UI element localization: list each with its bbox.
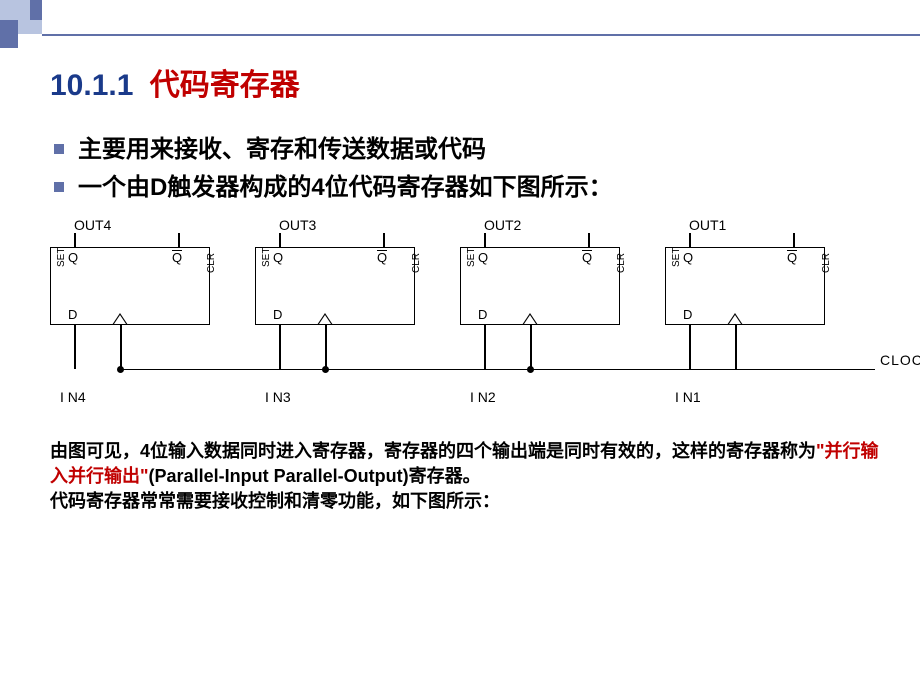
pin [120, 325, 122, 369]
d-label: D [478, 307, 487, 322]
qbar-label: Q [377, 250, 387, 265]
pin [383, 233, 385, 247]
pin [279, 233, 281, 247]
wire-node [117, 366, 124, 373]
top-divider [42, 34, 920, 36]
clr-label: CLR [821, 253, 832, 273]
set-label: SET [466, 247, 477, 266]
clock-input-icon [522, 313, 538, 325]
in-label: I N3 [265, 389, 291, 405]
q-label: Q [478, 250, 488, 265]
wire-node [527, 366, 534, 373]
clr-label: CLR [616, 253, 627, 273]
pin [74, 233, 76, 247]
pin [484, 233, 486, 247]
out-label: OUT2 [484, 217, 521, 233]
bullet-item: 一个由D触发器构成的4位代码寄存器如下图所示： [54, 172, 880, 204]
d-label: D [683, 307, 692, 322]
out-label: OUT4 [74, 217, 111, 233]
clr-label: CLR [411, 253, 422, 273]
wire-node [322, 366, 329, 373]
slide-title: 10.1.1 代码寄存器 [50, 60, 880, 104]
para-text: 由图可见，4位输入数据同时进入寄存器，寄存器的四个输出端是同时有效的，这样的寄存… [50, 441, 816, 461]
clock-wire [120, 369, 875, 371]
title-number: 10.1.1 [50, 69, 133, 102]
bullet-icon [54, 144, 64, 154]
qbar-label: Q [172, 250, 182, 265]
d-label: D [68, 307, 77, 322]
slide-content: 10.1.1 代码寄存器 主要用来接收、寄存和传送数据或代码 一个由D触发器构成… [50, 60, 880, 514]
bullet-text: 一个由D触发器构成的4位代码寄存器如下图所示： [78, 172, 613, 204]
register-diagram: OUT4QQSETCLRDI N4OUT3QQSETCLRDI N3OUT2QQ… [50, 217, 880, 427]
pin [689, 233, 691, 247]
q-label: Q [273, 250, 283, 265]
clock-input-icon [727, 313, 743, 325]
in-label: I N1 [675, 389, 701, 405]
clock-input-icon [112, 313, 128, 325]
bullet-list: 主要用来接收、寄存和传送数据或代码 一个由D触发器构成的4位代码寄存器如下图所示… [54, 134, 880, 205]
out-label: OUT1 [689, 217, 726, 233]
out-label: OUT3 [279, 217, 316, 233]
clr-label: CLR [206, 253, 217, 273]
set-label: SET [56, 247, 67, 266]
pin [325, 325, 327, 369]
q-label: Q [68, 250, 78, 265]
pin [530, 325, 532, 369]
pin [689, 325, 691, 369]
paragraph: 由图可见，4位输入数据同时进入寄存器，寄存器的四个输出端是同时有效的，这样的寄存… [50, 439, 880, 515]
qbar-label: Q [582, 250, 592, 265]
in-label: I N4 [60, 389, 86, 405]
bullet-icon [54, 182, 64, 192]
pin [793, 233, 795, 247]
clock-label: CLOCK [880, 352, 920, 368]
pin [484, 325, 486, 369]
d-label: D [273, 307, 282, 322]
clock-input-icon [317, 313, 333, 325]
pin [588, 233, 590, 247]
pin [178, 233, 180, 247]
qbar-label: Q [787, 250, 797, 265]
para-text: (Parallel-Input Parallel-Output)寄存器。 [149, 466, 481, 486]
bullet-item: 主要用来接收、寄存和传送数据或代码 [54, 134, 880, 166]
title-text: 代码寄存器 [150, 69, 300, 102]
pin [279, 325, 281, 369]
q-label: Q [683, 250, 693, 265]
pin [74, 325, 76, 369]
set-label: SET [671, 247, 682, 266]
set-label: SET [261, 247, 272, 266]
pin [735, 325, 737, 369]
bullet-text: 主要用来接收、寄存和传送数据或代码 [78, 134, 486, 166]
para-text: 代码寄存器常常需要接收控制和清零功能，如下图所示： [50, 491, 500, 511]
in-label: I N2 [470, 389, 496, 405]
